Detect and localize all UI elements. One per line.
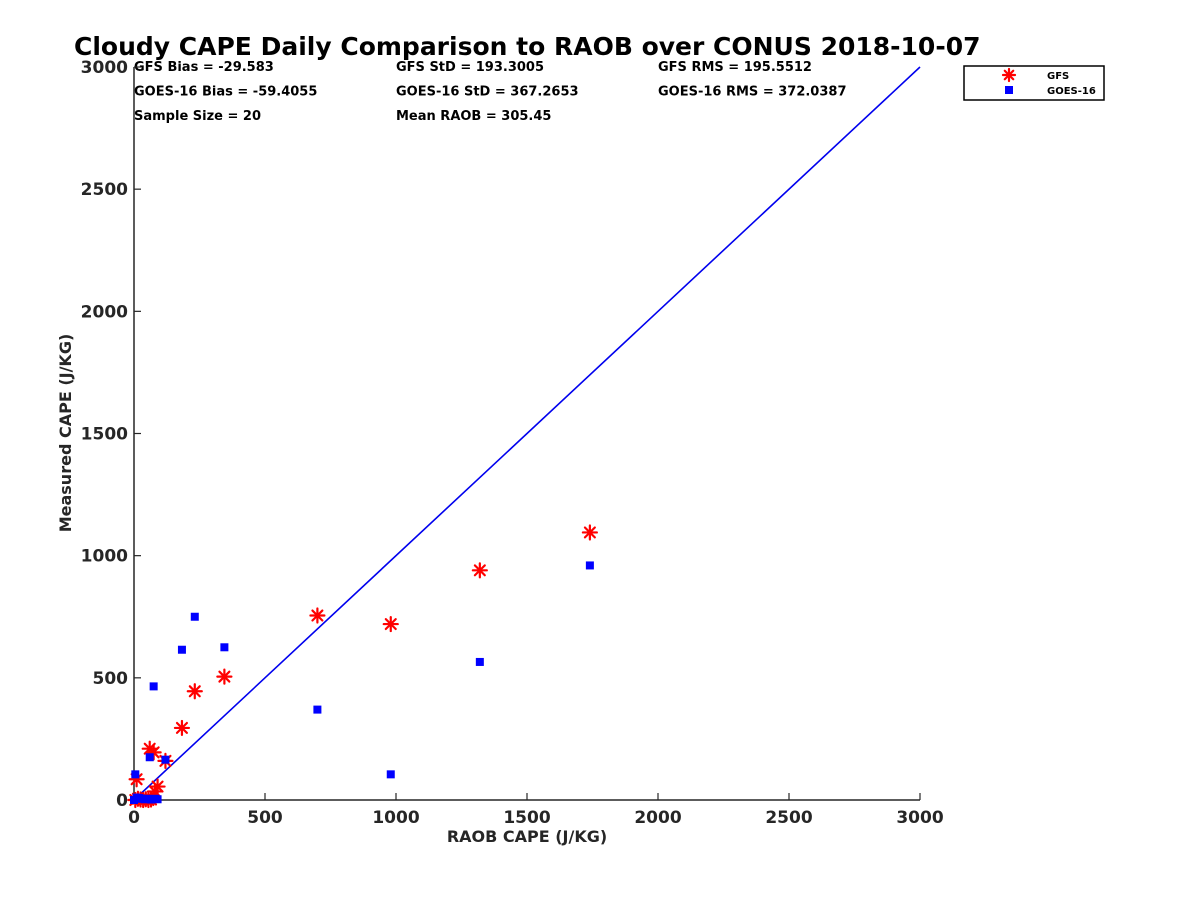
- goes-16-point: [153, 795, 162, 804]
- gfs-point: [173, 719, 191, 737]
- gfs-point: [216, 668, 233, 685]
- y-tick-label: 3000: [81, 58, 128, 78]
- x-tick-label: 500: [247, 808, 283, 828]
- stat-text: Mean RAOB = 305.45: [396, 109, 551, 124]
- legend-box: [963, 65, 1105, 101]
- goes-16-point: [220, 643, 229, 652]
- stat-text: GOES-16 RMS = 372.0387: [658, 85, 847, 100]
- y-tick-label: 2000: [81, 302, 128, 322]
- stat-text: GOES-16 StD = 367.2653: [396, 85, 579, 100]
- gfs-point: [382, 615, 399, 633]
- goes-16-point: [177, 645, 186, 654]
- x-tick-label: 2000: [634, 808, 681, 828]
- x-ticks: 0 500 1000 1500 2000 2500 3000: [128, 793, 944, 828]
- x-tick-label: 1500: [503, 808, 550, 828]
- one-to-one-line: [133, 66, 921, 801]
- goes-16-point: [131, 770, 140, 779]
- goes-16-point: [386, 770, 395, 779]
- y-tick-label: 500: [93, 669, 129, 689]
- legend-gfs-marker: [1001, 67, 1017, 83]
- goes-16-point: [585, 561, 594, 570]
- stat-text: Sample Size = 20: [134, 109, 261, 124]
- one-to-one-line-group: [133, 66, 921, 801]
- goes-16-point: [145, 753, 154, 762]
- y-tick-label: 2500: [81, 180, 128, 200]
- chart-title: Cloudy CAPE Daily Comparison to RAOB ove…: [74, 32, 980, 61]
- y-axis-label: Measured CAPE (J/KG): [56, 334, 75, 533]
- y-tick-label: 0: [116, 791, 128, 811]
- legend-goes-16-marker: [1005, 86, 1013, 94]
- goes-16-point: [130, 796, 138, 804]
- goes-16-point: [190, 612, 199, 621]
- goes-16-point: [475, 657, 484, 666]
- data-points: [127, 524, 598, 809]
- stat-text: GOES-16 Bias = -59.4055: [134, 85, 317, 100]
- x-tick-label: 0: [128, 808, 140, 828]
- x-tick-label: 3000: [896, 808, 943, 828]
- legend: GFS GOES-16: [963, 65, 1105, 101]
- x-axis-label: RAOB CAPE (J/KG): [447, 827, 607, 846]
- x-tick-label: 1000: [372, 808, 419, 828]
- y-ticks: 0 500 1000 1500 2000 2500 3000: [81, 58, 141, 811]
- stat-text: GFS StD = 193.3005: [396, 60, 544, 75]
- stat-text: GFS RMS = 195.5512: [658, 60, 812, 75]
- plot-area: 0 500 1000 1500 2000 2500 3000 0 500 1000 1500 200…: [81, 58, 944, 828]
- gfs-point: [581, 524, 598, 541]
- gfs-point: [471, 562, 488, 579]
- y-tick-label: 1000: [81, 547, 128, 567]
- x-tick-label: 2500: [765, 808, 812, 828]
- goes-16-point: [161, 755, 170, 764]
- stat-text: GFS Bias = -29.583: [134, 60, 274, 75]
- goes-16-point: [313, 705, 322, 714]
- legend-gfs-label: GFS: [1047, 71, 1069, 82]
- legend-goes-16-label: GOES-16: [1047, 86, 1096, 97]
- y-tick-label: 1500: [81, 425, 128, 445]
- stats-block: GFS Bias = -29.583 GFS StD = 193.3005 GFS …: [134, 60, 847, 124]
- gfs-point: [309, 607, 326, 624]
- goes-16-point: [149, 682, 158, 691]
- gfs-point: [186, 683, 203, 700]
